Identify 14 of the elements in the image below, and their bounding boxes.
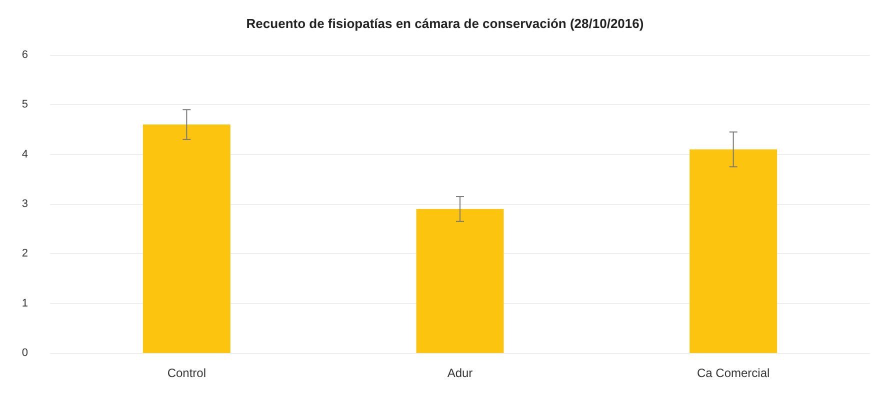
y-tick-label: 5 — [22, 98, 28, 111]
y-tick-label: 4 — [22, 148, 28, 160]
x-tick-label: Ca Comercial — [696, 366, 770, 380]
x-tick-label: Adur — [447, 366, 473, 380]
y-tick-label: 3 — [22, 198, 28, 210]
y-tick-label: 2 — [22, 248, 28, 260]
y-tick-label: 1 — [22, 297, 28, 310]
y-tick-label: 6 — [22, 49, 28, 61]
bar — [142, 124, 230, 353]
bar — [690, 149, 778, 353]
x-tick-label: Control — [167, 366, 206, 380]
chart-title: Recuento de fisiopatías en cámara de conservación (28/10/2016) — [246, 16, 644, 31]
bar — [416, 208, 504, 353]
y-tick-label: 0 — [22, 347, 28, 359]
